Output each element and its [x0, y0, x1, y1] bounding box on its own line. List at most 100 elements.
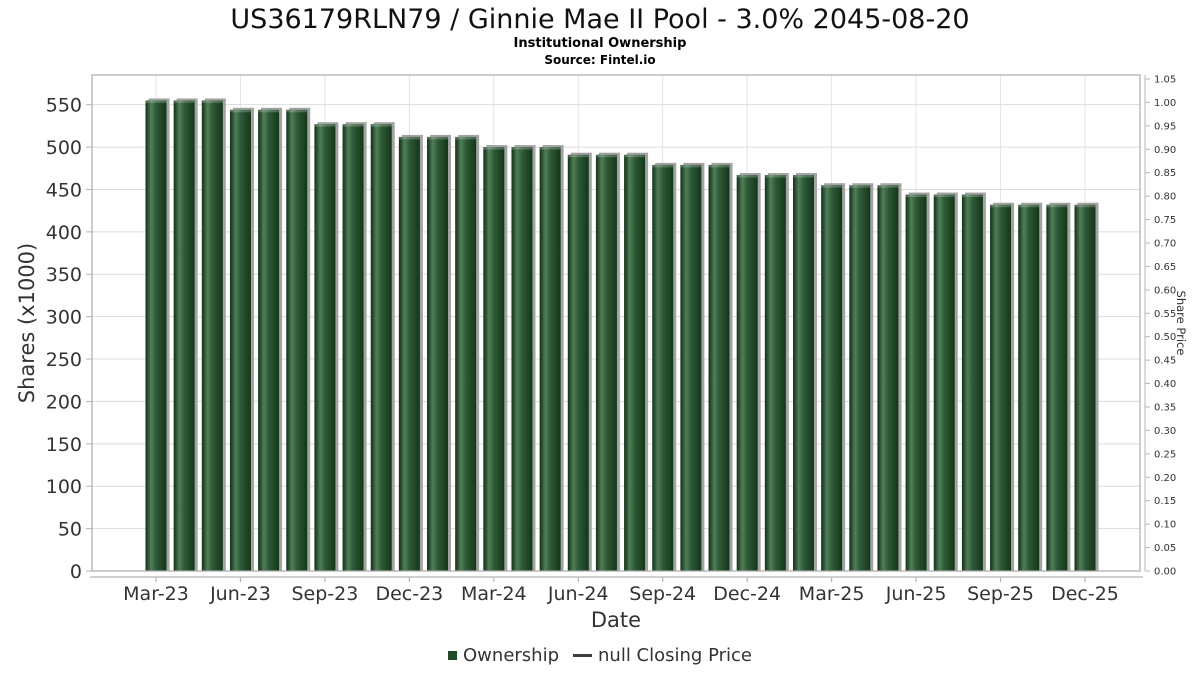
y-tick-label: 550	[46, 95, 82, 117]
right-tick-label: 1.05	[1154, 74, 1176, 85]
right-tick-label: 0.85	[1154, 168, 1176, 179]
right-tick-label: 0.00	[1154, 567, 1176, 578]
bar-top-highlight	[1074, 204, 1096, 208]
ownership-bar[interactable]	[680, 164, 702, 571]
bar-top-highlight	[1046, 204, 1068, 208]
bar-top-highlight	[173, 100, 195, 103]
ownership-bar[interactable]	[1074, 204, 1096, 571]
ownership-bar[interactable]	[652, 164, 674, 571]
x-tick-label: Sep-24	[629, 583, 696, 605]
ownership-bar[interactable]	[933, 194, 955, 572]
right-tick-label: 0.25	[1154, 449, 1176, 460]
ownership-bar[interactable]	[229, 109, 251, 571]
right-tick-label: 0.95	[1154, 121, 1176, 132]
right-tick-label: 1.00	[1154, 98, 1176, 109]
ownership-bar[interactable]	[342, 124, 364, 571]
y-tick-label: 500	[46, 137, 82, 159]
bar-top-highlight	[933, 194, 955, 198]
ownership-bar[interactable]	[905, 194, 927, 572]
bar-top-highlight	[427, 136, 449, 140]
bar-top-highlight	[736, 175, 758, 178]
ownership-bar[interactable]	[370, 124, 392, 571]
bar-top-highlight	[483, 147, 505, 150]
x-tick-label: Mar-24	[461, 583, 527, 605]
ownership-bar[interactable]	[764, 175, 786, 572]
ownership-bar[interactable]	[286, 109, 308, 571]
ownership-swatch-icon	[448, 651, 458, 660]
right-tick-label: 0.70	[1154, 238, 1176, 249]
right-tick-label: 0.75	[1154, 215, 1176, 226]
ownership-bar[interactable]	[1046, 204, 1068, 571]
ownership-bar[interactable]	[539, 147, 561, 572]
ownership-bar[interactable]	[173, 100, 195, 571]
bar-top-highlight	[624, 154, 646, 158]
right-tick-label: 0.65	[1154, 262, 1176, 273]
right-tick-label: 0.20	[1154, 473, 1176, 484]
y-tick-label: 400	[46, 222, 82, 244]
ownership-bar[interactable]	[314, 124, 336, 571]
bar-top-highlight	[229, 109, 251, 113]
ownership-bar[interactable]	[511, 147, 533, 572]
ownership-bar[interactable]	[258, 109, 280, 571]
ownership-bar[interactable]	[849, 185, 871, 571]
ownership-bar[interactable]	[624, 154, 646, 571]
x-tick-label: Jun-23	[209, 583, 271, 605]
bar-top-highlight	[708, 164, 730, 168]
ownership-bar[interactable]	[455, 136, 477, 571]
bar-top-highlight	[877, 185, 899, 188]
x-tick-label: Dec-23	[375, 583, 443, 605]
ownership-bar[interactable]	[398, 136, 420, 571]
bar-top-highlight	[370, 124, 392, 127]
y-tick-label: 350	[46, 264, 82, 286]
right-tick-label: 0.05	[1154, 543, 1176, 554]
x-tick-label: Jun-24	[547, 583, 609, 605]
right-tick-label: 0.60	[1154, 285, 1176, 296]
y-tick-label: 450	[46, 179, 82, 201]
bar-top-highlight	[849, 185, 871, 188]
bar-top-highlight	[821, 185, 843, 188]
right-tick-label: 0.15	[1154, 496, 1176, 507]
bar-top-highlight	[764, 175, 786, 178]
bar-top-highlight	[567, 154, 589, 158]
ownership-bar[interactable]	[990, 204, 1012, 571]
ownership-bar[interactable]	[145, 100, 167, 571]
bar-top-highlight	[595, 154, 617, 158]
legend-item-ownership[interactable]: Ownership	[448, 645, 559, 666]
ownership-bar[interactable]	[567, 154, 589, 571]
chart-subtitle: Institutional Ownership	[513, 36, 687, 51]
bar-top-highlight	[314, 124, 336, 127]
bar-top-highlight	[680, 164, 702, 168]
ownership-bar[interactable]	[792, 175, 814, 572]
ownership-bar[interactable]	[708, 164, 730, 571]
bar-top-highlight	[539, 147, 561, 150]
bar-top-highlight	[145, 100, 167, 103]
ownership-bar[interactable]	[877, 185, 899, 571]
legend-item-closing-price[interactable]: null Closing Price	[573, 645, 752, 666]
x-tick-label: Dec-24	[713, 583, 781, 605]
ownership-bar[interactable]	[961, 194, 983, 572]
ownership-bar[interactable]	[201, 100, 223, 571]
ownership-bar[interactable]	[821, 185, 843, 571]
ownership-bar[interactable]	[1018, 204, 1040, 571]
ownership-bar[interactable]	[427, 136, 449, 571]
ownership-bar[interactable]	[483, 147, 505, 572]
chart-source-label: Source: Fintel.io	[544, 53, 656, 67]
y-tick-label: 200	[46, 391, 82, 413]
y-tick-label: 150	[46, 434, 82, 456]
ownership-bar[interactable]	[736, 175, 758, 572]
x-tick-label: Sep-25	[967, 583, 1034, 605]
y-tick-label: 0	[70, 561, 82, 583]
y-axis-title: Shares (x1000)	[15, 242, 39, 404]
bar-top-highlight	[652, 164, 674, 168]
right-tick-label: 0.80	[1154, 192, 1176, 203]
closing-price-line-icon	[573, 654, 593, 657]
right-tick-label: 0.30	[1154, 426, 1176, 437]
x-tick-label: Jun-25	[885, 583, 947, 605]
right-tick-label: 0.40	[1154, 379, 1176, 390]
bar-top-highlight	[201, 100, 223, 103]
x-tick-label: Sep-23	[291, 583, 358, 605]
ownership-bar[interactable]	[595, 154, 617, 571]
bar-top-highlight	[342, 124, 364, 127]
bar-top-highlight	[961, 194, 983, 198]
